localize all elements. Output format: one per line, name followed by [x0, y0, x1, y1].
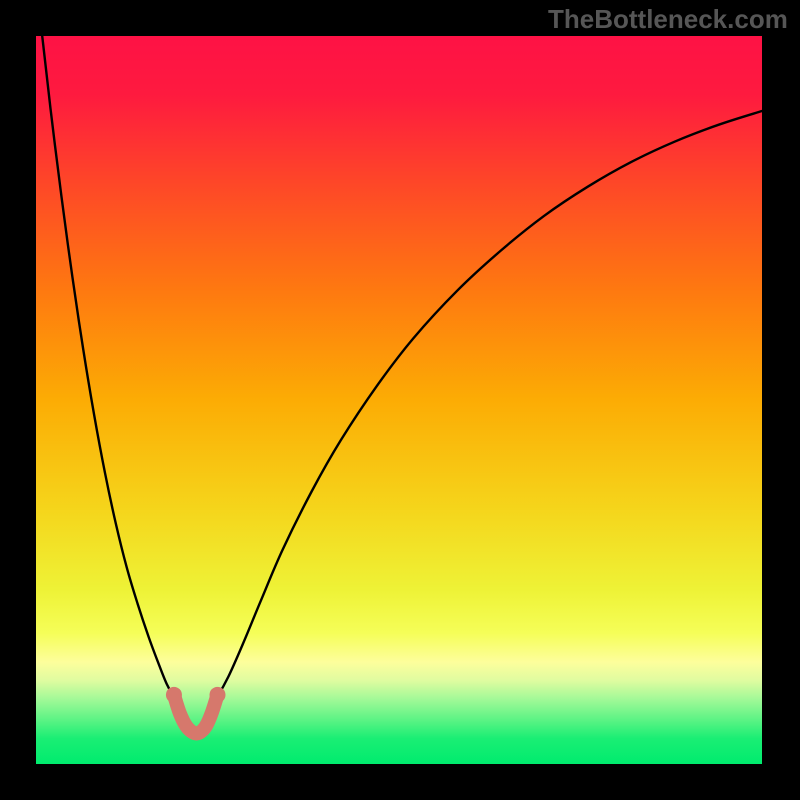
valley-u-marker: [174, 695, 218, 734]
valley-endcap-marker: [166, 687, 182, 703]
plot-area: [36, 36, 762, 764]
attribution-text: TheBottleneck.com: [548, 4, 788, 35]
valley-endcap-marker: [210, 687, 226, 703]
curve-right-arm: [210, 111, 762, 706]
curve-layer: [36, 36, 762, 764]
curve-left-arm: [36, 0, 181, 706]
chart-container: TheBottleneck.com: [0, 0, 800, 800]
valley-markers: [166, 687, 226, 734]
